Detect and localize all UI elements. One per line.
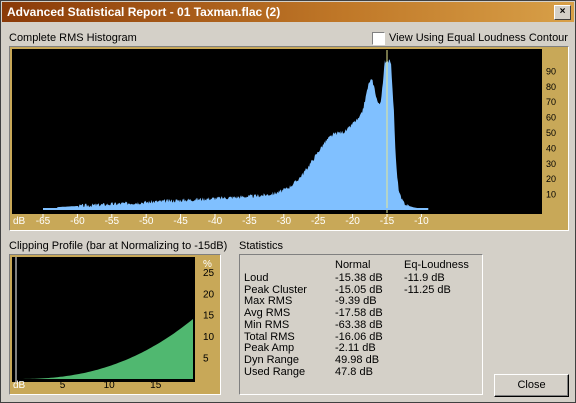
stat-normal-value: -15.38 dB (335, 272, 383, 284)
window-title: Advanced Statistical Report - 01 Taxman.… (7, 5, 281, 19)
histogram-y-tick-label: 20 (546, 174, 556, 184)
statistics-label: Statistics (239, 240, 284, 252)
stat-normal-value: -16.06 dB (335, 330, 383, 343)
stat-normal-value: -2.11 dB (335, 342, 376, 355)
statistics-box: Normal Eq-Loudness Loud -15.38 dB -11.9 dB… (239, 254, 483, 395)
equal-loudness-label[interactable]: View Using Equal Loudness Contour (389, 32, 568, 44)
histogram-x-tick-label: -55 (105, 216, 120, 227)
histogram-x-tick-label: -35 (242, 216, 257, 227)
stat-row: Peak Cluster -15.05 dB -11.25 dB (244, 283, 482, 296)
clipping-y-tick-label: 20 (203, 289, 215, 300)
histogram-y-tick-label: 60 (546, 113, 556, 123)
column-normal: Normal (335, 259, 371, 271)
histogram-y-tick-label: 40 (546, 143, 556, 153)
clipping-y-unit: % (203, 259, 212, 270)
stat-normal-value: -15.05 dB (335, 283, 383, 296)
clipping-label: Clipping Profile (bar at Normalizing to … (9, 240, 228, 252)
close-icon[interactable]: × (554, 5, 571, 20)
stat-normal-value: 47.8 dB (335, 365, 373, 378)
stat-name: Peak Cluster (244, 283, 307, 296)
histogram-x-tick-label: -20 (345, 216, 360, 227)
histogram-background (12, 49, 542, 214)
title-bar[interactable]: Advanced Statistical Report - 01 Taxman.… (2, 2, 574, 22)
clipping-y-tick-label: 15 (203, 311, 215, 322)
clipping-x-tick-label: 5 (60, 380, 66, 391)
stat-name: Max RMS (244, 295, 293, 308)
stat-row: Used Range 47.8 dB (244, 365, 482, 378)
stat-name: Min RMS (244, 318, 290, 331)
clipping-x-tick-label: 10 (104, 380, 116, 391)
stat-row: Max RMS -9.39 dB (244, 295, 482, 308)
stat-normal-value: 49.98 dB (335, 353, 380, 366)
stat-eq-value: -11.9 dB (404, 272, 445, 284)
clipping-y-tick-label: 5 (203, 354, 209, 365)
clipping-plot: 5 10 15 25 20 15 10 5 dB % (12, 257, 215, 391)
stat-row: Dyn Range 49.98 dB (244, 353, 482, 366)
stat-name: Dyn Range (244, 353, 300, 366)
histogram-x-tick-label: -60 (70, 216, 85, 227)
clipping-y-tick-label: 25 (203, 268, 215, 279)
clipping-x-unit: dB (13, 380, 26, 391)
stat-row: Loud -15.38 dB -11.9 dB (244, 272, 482, 284)
stat-eq-value: -11.25 dB (404, 283, 451, 296)
histogram-label: Complete RMS Histogram (9, 32, 137, 44)
stat-normal-value: -17.58 dB (335, 307, 383, 320)
stat-normal-value: -63.38 dB (335, 318, 383, 331)
histogram-y-tick-label: 50 (546, 128, 556, 138)
histogram-x-tick-label: -45 (173, 216, 188, 227)
stat-name: Total RMS (244, 330, 295, 343)
stat-row: Avg RMS -17.58 dB (244, 307, 482, 320)
column-eq-loudness: Eq-Loudness (404, 259, 469, 271)
stat-normal-value: -9.39 dB (335, 295, 377, 308)
clipping-panel: 5 10 15 25 20 15 10 5 dB % (9, 254, 221, 395)
equal-loudness-checkbox[interactable] (372, 32, 385, 45)
histogram-panel: -65 -60 -55 -50 -45 -40 -35 -30 -25 -20 -15 -10 90 8… (9, 46, 569, 231)
histogram-x-tick-label: -40 (208, 216, 223, 227)
stat-name: Avg RMS (244, 307, 291, 320)
histogram-y-tick-label: 80 (546, 82, 556, 92)
histogram-x-tick-label: -10 (414, 216, 429, 227)
clipping-x-tick-label: 15 (150, 380, 162, 391)
clipping-area (16, 319, 193, 379)
histogram-y-tick-label: 70 (546, 97, 556, 107)
clipping-y-tick-label: 10 (203, 332, 215, 343)
stat-row: Min RMS -63.38 dB (244, 318, 482, 331)
histogram-x-tick-label: -25 (311, 216, 326, 227)
histogram-area (43, 59, 429, 210)
stat-name: Used Range (244, 365, 306, 378)
stat-row: Peak Amp -2.11 dB (244, 342, 482, 355)
histogram-x-tick-label: -50 (139, 216, 154, 227)
histogram-x-tick-label: -15 (380, 216, 395, 227)
histogram-y-tick-label: 30 (546, 159, 556, 169)
histogram-y-tick-label: 10 (546, 190, 556, 200)
histogram-x-tick-label: -65 (36, 216, 51, 227)
histogram-plot: -65 -60 -55 -50 -45 -40 -35 -30 -25 -20 -15 -10 90 8… (12, 49, 556, 227)
histogram-x-tick-label: -30 (277, 216, 292, 227)
stat-name: Loud (244, 272, 269, 284)
histogram-y-tick-label: 90 (546, 66, 556, 76)
histogram-x-unit: dB (13, 216, 26, 227)
stat-row: Total RMS -16.06 dB (244, 330, 482, 343)
close-button[interactable]: Close (494, 374, 569, 397)
stat-name: Peak Amp (244, 342, 295, 355)
